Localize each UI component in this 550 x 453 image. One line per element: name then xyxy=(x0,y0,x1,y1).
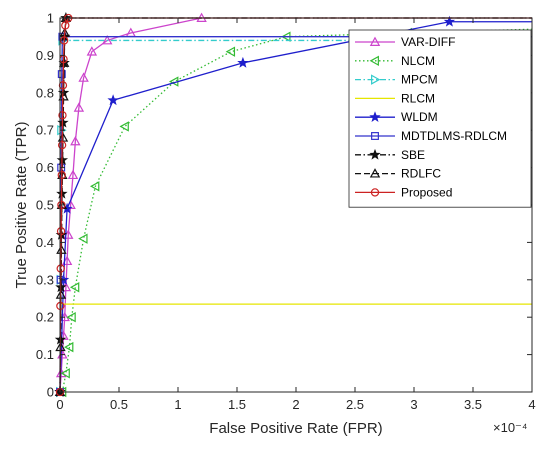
legend-label-sbe: SBE xyxy=(401,148,425,162)
data-point-nlcm xyxy=(64,341,74,353)
y-tick-label: 0 xyxy=(47,385,54,400)
x-tick-label: 3.5 xyxy=(464,397,482,412)
legend-marker-mpcm xyxy=(371,74,381,85)
legend-label-wldm: WLDM xyxy=(401,110,438,124)
y-tick-label: 0.9 xyxy=(36,48,54,63)
axis-box xyxy=(59,17,533,393)
x-axis-label: False Positive Rate (FPR) xyxy=(209,420,382,437)
y-tick-label: 0.6 xyxy=(36,160,54,175)
data-point-mdtdlms-rdlcm xyxy=(57,70,66,79)
data-point-nlcm xyxy=(69,282,80,293)
legend-box xyxy=(348,29,532,208)
data-point-var-diff xyxy=(73,102,85,112)
legend: VAR-DIFF NLCM MPCM RLCM WLDM MDTDLMS-RDLCM SBE… xyxy=(348,29,532,208)
y-axis-label: True Positive Rate (TPR) xyxy=(13,122,30,289)
y-tick-label: 0.2 xyxy=(36,310,54,325)
x-tick-label: 3 xyxy=(410,397,417,412)
y-tick-label: 0.7 xyxy=(36,123,54,138)
data-point-nlcm xyxy=(119,121,129,132)
data-point-proposed xyxy=(56,264,65,273)
x-tick-label: 0 xyxy=(56,397,63,412)
data-point-nlcm xyxy=(78,233,88,244)
data-point-proposed xyxy=(59,36,69,45)
legend-marker-mdtdlms-rdlcm xyxy=(371,132,379,140)
legend-label-rlcm: RLCM xyxy=(401,91,435,105)
legend-marker-wldm xyxy=(369,111,381,123)
legend-label-proposed: Proposed xyxy=(401,185,452,199)
x-tick-label: 4 xyxy=(528,397,535,412)
y-tick-label: 0.5 xyxy=(36,198,54,213)
x-tick-label: 1.5 xyxy=(228,397,246,412)
x-tick-label: 2.5 xyxy=(346,397,364,412)
data-point-nlcm xyxy=(89,181,100,192)
x-tick-label: 2 xyxy=(292,397,299,412)
data-point-nlcm xyxy=(60,368,70,379)
series-line-nlcm xyxy=(61,28,533,393)
data-point-wldm xyxy=(107,94,119,106)
x-tick-label: 0.5 xyxy=(110,397,128,412)
legend-label-rdlfc: RDLFC xyxy=(401,167,441,181)
legend-label-nlcm: NLCM xyxy=(401,54,435,68)
data-point-rdlfc xyxy=(57,132,69,142)
legend-marker-proposed xyxy=(370,188,380,197)
legend-label-mdtdlms-rdlcm: MDTDLMS-RDLCM xyxy=(401,129,507,143)
y-tick-label: 0.1 xyxy=(36,347,54,362)
data-point-var-diff xyxy=(67,169,79,180)
data-point-nlcm xyxy=(66,311,76,323)
legend-marker-nlcm xyxy=(369,55,379,67)
data-point-rdlfc xyxy=(58,91,69,101)
legend-marker-var-diff xyxy=(369,36,381,46)
data-point-var-diff xyxy=(70,135,81,146)
data-point-var-diff xyxy=(86,46,98,56)
data-point-wldm xyxy=(61,202,73,214)
data-point-nlcm xyxy=(225,46,236,57)
legend-marker-sbe xyxy=(369,148,381,160)
data-point-proposed xyxy=(61,21,70,30)
data-point-var-diff xyxy=(101,35,113,45)
data-point-var-diff xyxy=(78,72,89,82)
legend-label-var-diff: VAR-DIFF xyxy=(401,35,455,49)
y-tick-label: 0.3 xyxy=(36,272,54,287)
data-point-proposed xyxy=(57,170,66,180)
y-tick-label: 0.4 xyxy=(36,235,54,250)
data-point-proposed xyxy=(57,140,67,150)
y-tick-label: 1 xyxy=(47,11,54,26)
y-tick-label: 0.8 xyxy=(36,85,54,100)
data-point-wldm xyxy=(443,15,456,27)
data-point-wldm xyxy=(237,56,249,68)
data-point-proposed xyxy=(58,111,67,120)
data-point-proposed xyxy=(56,227,66,236)
data-point-proposed xyxy=(58,81,68,90)
x-exponent-label: ×10⁻⁴ xyxy=(493,420,528,435)
x-tick-label: 1 xyxy=(174,397,181,412)
legend-label-mpcm: MPCM xyxy=(401,73,438,87)
legend-marker-rdlfc xyxy=(369,168,381,178)
